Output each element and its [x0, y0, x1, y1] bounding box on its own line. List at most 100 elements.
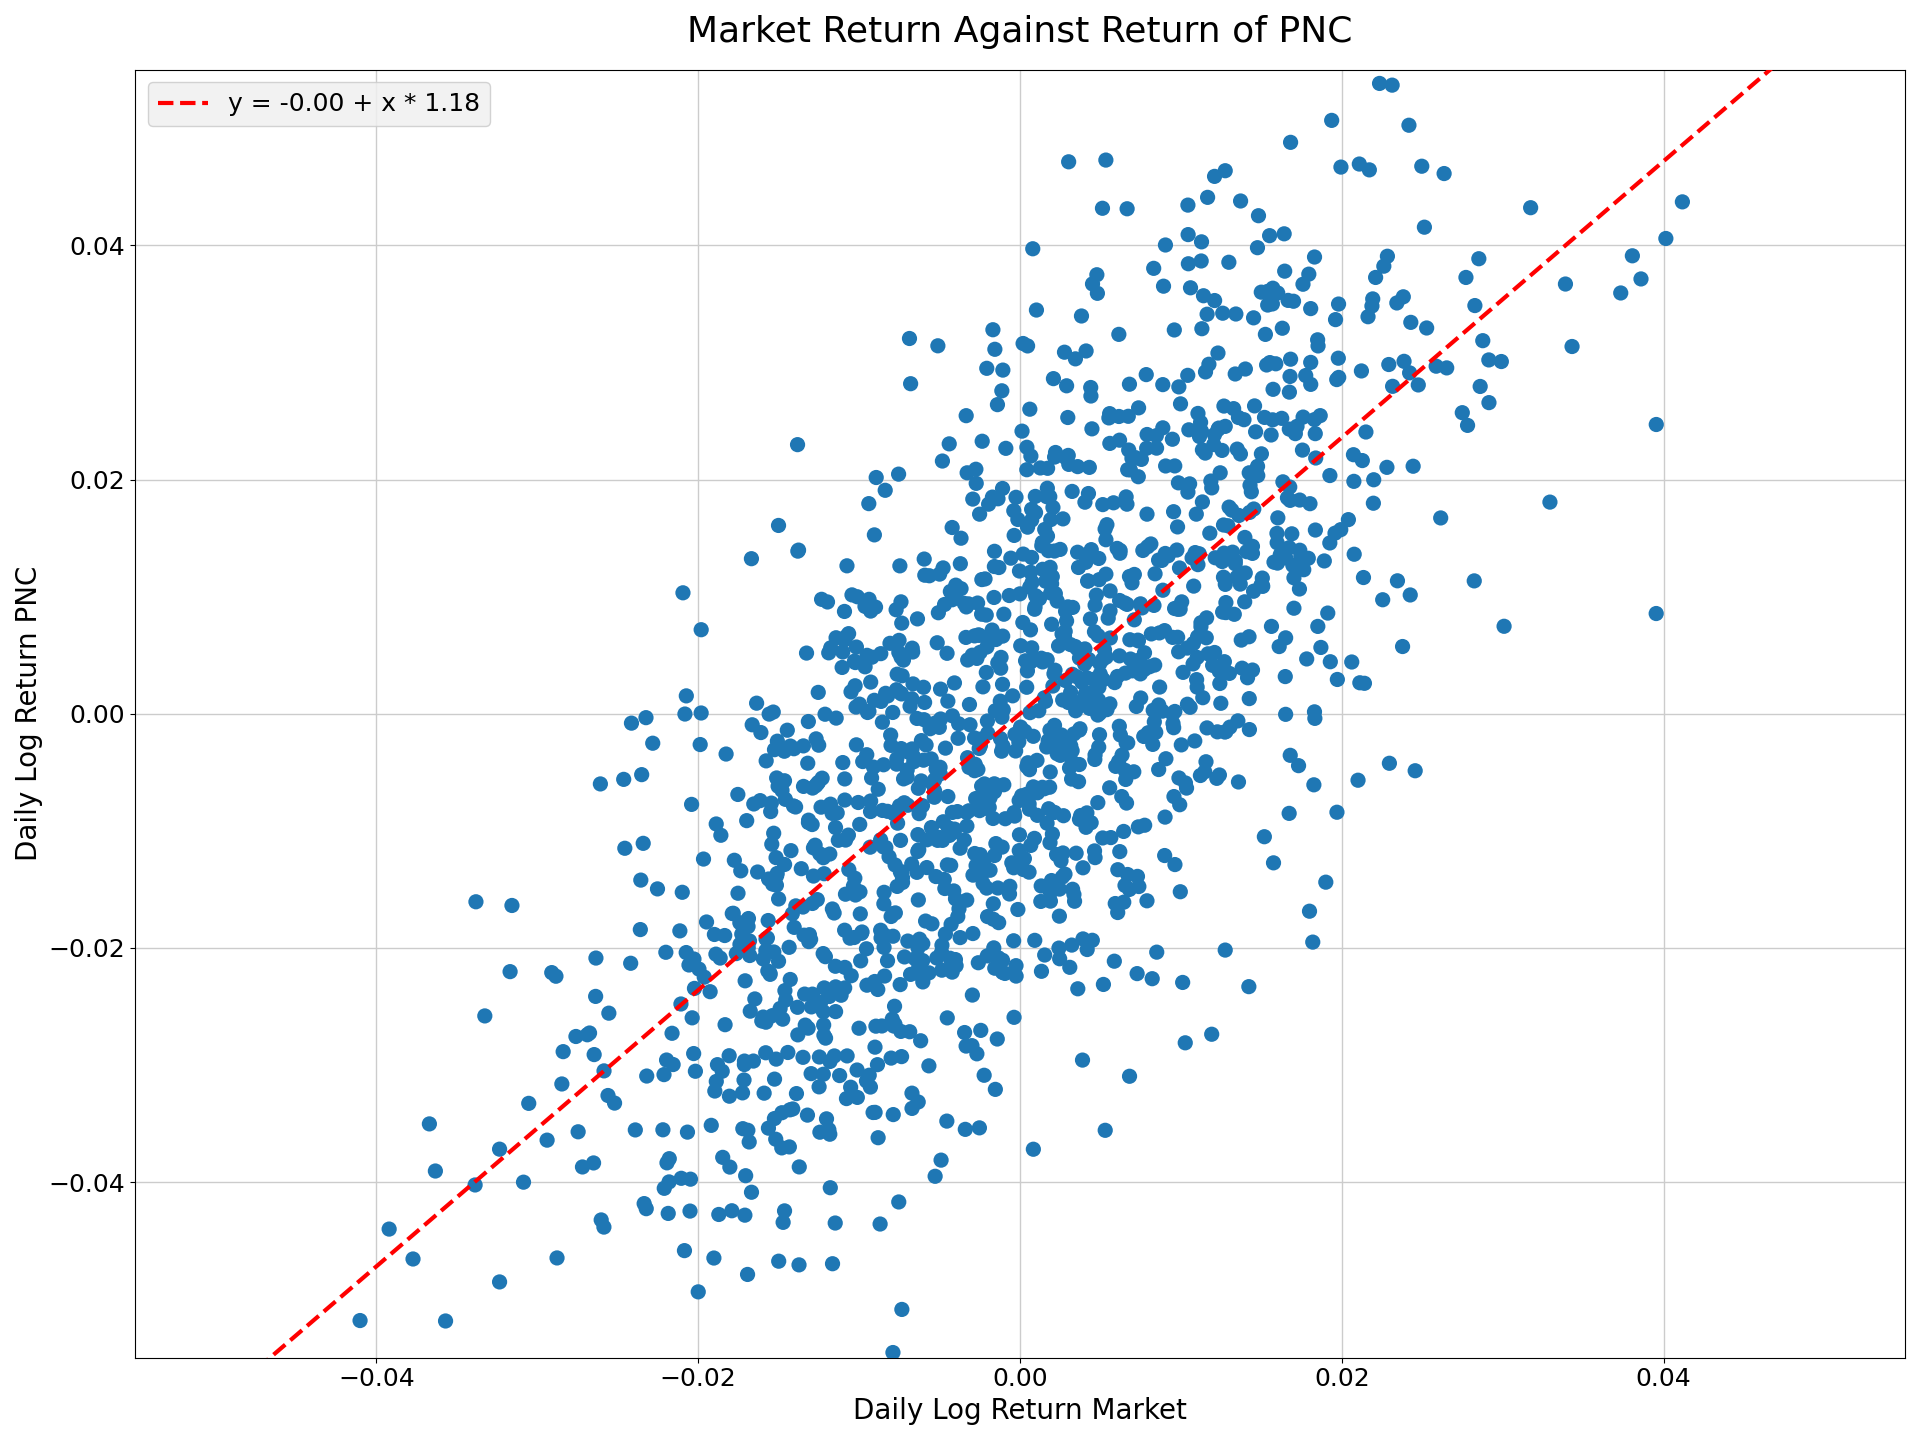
Point	[793, 809, 824, 832]
Point	[906, 795, 937, 818]
Point	[1012, 516, 1043, 539]
Point	[1121, 962, 1152, 985]
Point	[1169, 1031, 1200, 1054]
Point	[1210, 600, 1240, 624]
Point	[1394, 583, 1425, 606]
Point	[1058, 750, 1089, 773]
Point	[707, 1146, 737, 1169]
Point	[589, 1215, 620, 1238]
Point	[810, 703, 841, 726]
Point	[883, 462, 914, 485]
Point	[758, 1067, 789, 1090]
Point	[906, 769, 937, 792]
Point	[1288, 559, 1319, 582]
Point	[1225, 573, 1256, 596]
Point	[970, 796, 1000, 819]
Point	[887, 865, 918, 888]
Point	[762, 766, 793, 789]
Point	[1016, 508, 1046, 531]
Point	[966, 567, 996, 590]
Point	[933, 824, 964, 847]
Point	[793, 1017, 824, 1040]
Point	[1037, 572, 1068, 595]
Point	[1350, 420, 1380, 444]
Point	[1200, 289, 1231, 312]
Point	[756, 873, 787, 896]
Point	[820, 1044, 851, 1067]
Point	[1025, 874, 1056, 897]
Point	[866, 926, 897, 949]
Point	[1039, 445, 1069, 468]
Point	[1062, 455, 1092, 478]
Point	[983, 877, 1014, 900]
Point	[872, 799, 902, 822]
Point	[778, 903, 808, 926]
Point	[755, 963, 785, 986]
Point	[910, 691, 941, 714]
Point	[851, 595, 881, 618]
Point	[851, 743, 881, 766]
Point	[839, 651, 870, 674]
Point	[883, 641, 914, 664]
Point	[981, 1028, 1012, 1051]
Point	[651, 940, 682, 963]
Point	[1064, 808, 1094, 831]
Point	[1158, 626, 1188, 649]
Point	[1194, 353, 1225, 376]
Point	[803, 733, 833, 756]
Point	[1183, 402, 1213, 425]
Point	[678, 948, 708, 971]
Point	[968, 860, 998, 883]
Point	[1044, 936, 1075, 959]
Point	[762, 730, 793, 753]
Point	[962, 1043, 993, 1066]
Point	[972, 661, 1002, 684]
Point	[1215, 716, 1246, 739]
Point	[973, 626, 1004, 649]
Point	[735, 945, 766, 968]
Point	[1085, 662, 1116, 685]
Point	[960, 842, 991, 865]
Point	[881, 876, 912, 899]
Point	[1058, 723, 1089, 746]
Point	[1296, 351, 1327, 374]
Point	[1000, 723, 1031, 746]
Point	[1425, 507, 1455, 530]
Point	[666, 992, 697, 1015]
Point	[609, 837, 639, 860]
Point	[958, 922, 989, 945]
Point	[941, 573, 972, 596]
Point	[1008, 333, 1039, 356]
Point	[895, 372, 925, 395]
Point	[1014, 701, 1044, 724]
Point	[561, 1025, 591, 1048]
Point	[975, 786, 1006, 809]
Point	[1119, 760, 1150, 783]
Point	[793, 930, 824, 953]
Point	[885, 861, 916, 884]
Point	[1202, 768, 1233, 791]
Point	[989, 962, 1020, 985]
Point	[1016, 834, 1046, 857]
Point	[1302, 328, 1332, 351]
Point	[977, 619, 1008, 642]
Point	[733, 929, 764, 952]
Point	[1104, 405, 1135, 428]
Point	[874, 845, 904, 868]
Point	[1104, 840, 1135, 863]
Point	[758, 940, 789, 963]
Point	[985, 690, 1016, 713]
Point	[1354, 305, 1384, 328]
Point	[1246, 566, 1277, 589]
Point	[1119, 446, 1150, 469]
Point	[1029, 778, 1060, 801]
Point	[1309, 550, 1340, 573]
Point	[1171, 636, 1202, 660]
Point	[973, 796, 1004, 819]
Point	[1092, 698, 1123, 721]
Point	[1058, 662, 1089, 685]
Point	[1208, 395, 1238, 418]
Point	[1027, 557, 1058, 580]
Point	[1125, 592, 1156, 615]
Point	[1323, 292, 1354, 315]
